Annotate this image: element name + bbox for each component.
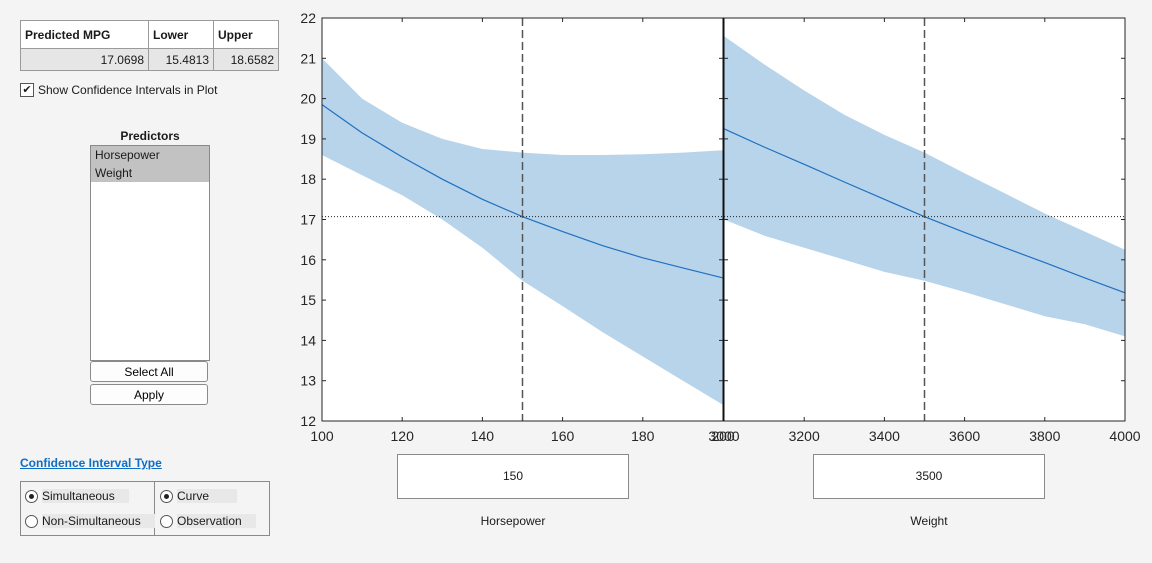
radio-button[interactable]	[160, 489, 173, 503]
x-tick-label: 180	[631, 428, 655, 444]
y-tick-label: 13	[300, 373, 316, 389]
panel-horsepower: 100 120 140 160 180 200	[310, 17, 735, 444]
radio-label: Curve	[177, 489, 238, 503]
y-tick-label: 18	[300, 171, 316, 187]
weight-value-input[interactable]: 3500	[813, 454, 1045, 499]
x-tick-label: 140	[471, 428, 495, 444]
y-tick-label: 15	[300, 292, 316, 308]
radio-observation[interactable]: Observation	[160, 513, 256, 529]
weight-label: Weight	[910, 514, 948, 528]
select-all-button[interactable]: Select All	[90, 361, 208, 382]
show-ci-label: Show Confidence Intervals in Plot	[38, 83, 218, 97]
x-tick-label: 100	[310, 428, 334, 444]
radio-dot-icon	[29, 493, 34, 499]
checkmark-icon: ✔	[22, 83, 32, 96]
ci-type-panel	[20, 481, 270, 536]
x-tick-label: 3600	[949, 428, 980, 444]
horsepower-value-input[interactable]: 150	[397, 454, 629, 499]
radio-button[interactable]	[25, 489, 38, 503]
y-tick-label: 14	[300, 332, 316, 348]
x-tick-label: 3800	[1029, 428, 1060, 444]
radio-label: Observation	[177, 514, 256, 528]
y-tick-label: 12	[300, 413, 316, 429]
panel-weight: 3000 3200 3400 3600 3800 4000	[708, 17, 1141, 444]
x-tick-label: 4000	[1109, 428, 1140, 444]
predictors-listbox[interactable]: Horsepower Weight	[90, 145, 210, 361]
x-tick-label: 120	[391, 428, 415, 444]
radio-dot-icon	[164, 493, 169, 499]
y-tick-label: 17	[300, 212, 316, 228]
x-tick-label: 3000	[708, 428, 739, 444]
y-tick-label: 20	[300, 91, 316, 107]
value-predicted-mpg: 17.0698	[20, 48, 149, 71]
radio-button[interactable]	[160, 514, 173, 528]
radio-non-simultaneous[interactable]: Non-Simultaneous	[25, 513, 155, 529]
radio-button[interactable]	[25, 514, 38, 528]
predictors-title: Predictors	[120, 129, 180, 143]
x-tick-label: 3400	[869, 428, 900, 444]
prediction-chart: 100 120 140 160 180 200 3000 3200 3400 3600 3800 4…	[300, 10, 1141, 444]
radio-simultaneous[interactable]: Simultaneous	[25, 488, 129, 504]
results-table: Predicted MPG Lower Upper 17.0698 15.481…	[20, 20, 279, 71]
y-tick-label: 19	[300, 131, 316, 147]
list-item[interactable]: Horsepower	[91, 146, 209, 164]
apply-button[interactable]: Apply	[90, 384, 208, 405]
header-predicted-mpg: Predicted MPG	[20, 20, 149, 49]
y-tick-label: 22	[300, 10, 316, 26]
ci-type-divider	[154, 481, 155, 536]
y-tick-label: 21	[300, 50, 316, 66]
x-tick-label: 3200	[789, 428, 820, 444]
value-upper: 18.6582	[213, 48, 279, 71]
list-item[interactable]: Weight	[91, 164, 209, 182]
y-tick-label: 16	[300, 252, 316, 268]
x-tick-label: 200	[711, 428, 735, 444]
confidence-band	[322, 58, 723, 405]
show-ci-checkbox[interactable]: ✔	[20, 83, 34, 97]
y-axis: 12 13 14 15 16 17 18 19 20 21 22	[300, 10, 725, 429]
x-tick-label: 160	[551, 428, 575, 444]
radio-curve[interactable]: Curve	[160, 488, 238, 504]
value-lower: 15.4813	[148, 48, 214, 71]
ci-type-title[interactable]: Confidence Interval Type	[20, 456, 162, 470]
show-ci-checkbox-row[interactable]: ✔ Show Confidence Intervals in Plot	[20, 82, 217, 98]
horsepower-label: Horsepower	[480, 514, 546, 528]
radio-label: Non-Simultaneous	[42, 514, 155, 528]
radio-label: Simultaneous	[42, 489, 129, 503]
